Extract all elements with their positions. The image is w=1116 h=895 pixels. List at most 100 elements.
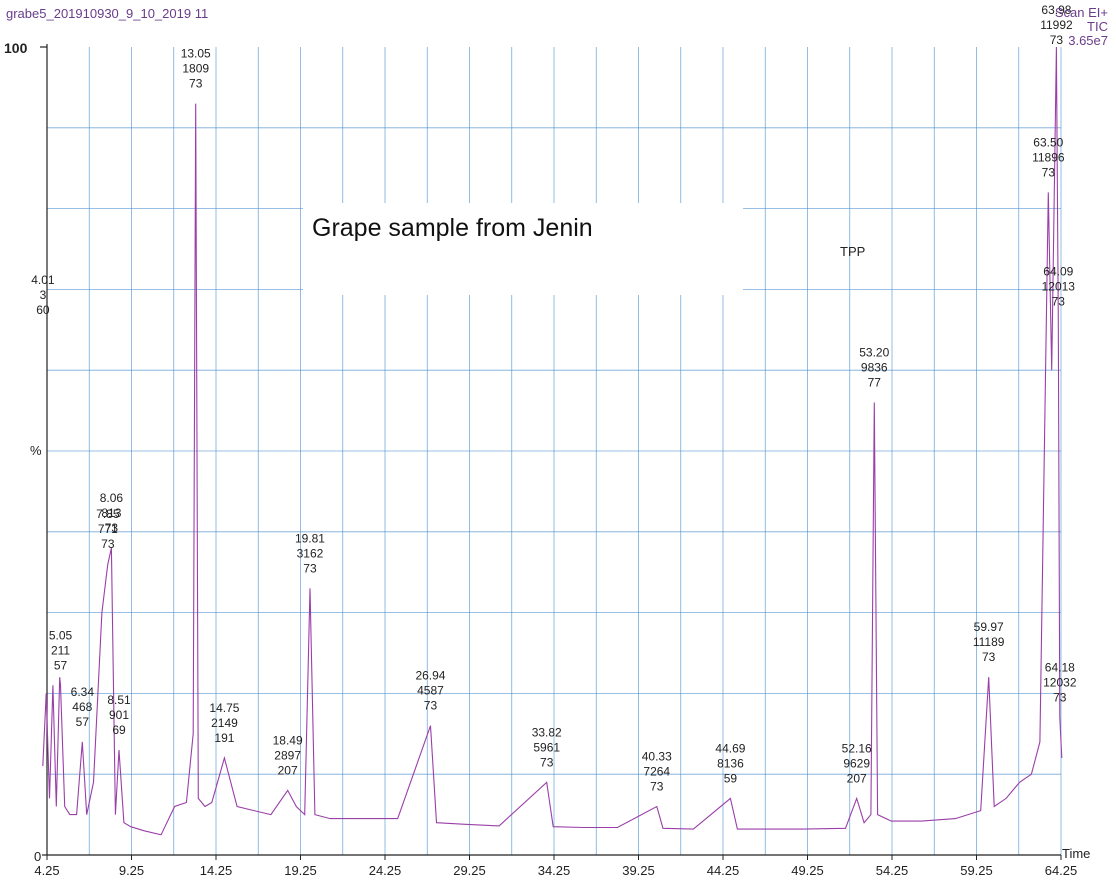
x-tick-label: 49.25 (791, 863, 824, 878)
peak-label-line: 7.85 (96, 507, 120, 521)
scan-intensity: 3.65e7 (1068, 33, 1108, 48)
peak-label-line: 73 (1053, 691, 1067, 705)
peak-label-line: 9836 (861, 361, 888, 375)
peak-label-line: 53.20 (859, 346, 889, 360)
y-tick-0: 0 (34, 849, 42, 864)
peak-label-line: 5.05 (49, 628, 73, 642)
peak-label-line: 73 (1042, 165, 1056, 179)
peak-label-line: 207 (278, 763, 298, 777)
peak-label-line: 19.81 (295, 531, 325, 545)
tpp-label: TPP (840, 244, 866, 259)
note-background (303, 203, 743, 295)
x-tick-labels: 4.25 9.25 14.25 19.25 24.25 29.25 34.25 39.25 44… (34, 855, 1077, 878)
peak-label-line: 191 (214, 731, 234, 745)
peak-label-line: 771 (98, 522, 118, 536)
peak-label-line: 8.06 (100, 491, 124, 505)
x-tick-label: 39.25 (622, 863, 655, 878)
peak-label-line: 40.33 (642, 750, 672, 764)
peak-label-line: 59.97 (974, 620, 1004, 634)
peak-label-line: 18.49 (273, 733, 303, 747)
x-tick-label: 4.25 (34, 863, 59, 878)
y-axis-label: % (30, 443, 42, 458)
peak-label-line: 11992 (1040, 18, 1073, 32)
peak-label-line: 60 (36, 303, 50, 317)
peak-label-line: 73 (650, 780, 664, 794)
peak-label-line: 2897 (274, 748, 301, 762)
peak-label-line: 12032 (1043, 676, 1077, 690)
peak-label-line: 1809 (182, 62, 209, 76)
peak-label-line: 5961 (533, 740, 560, 754)
peak-label-line: 73 (424, 699, 438, 713)
peak-label-line: 468 (72, 700, 92, 714)
peak-label-line: 8.51 (107, 693, 131, 707)
x-tick-label: 29.25 (453, 863, 486, 878)
peak-label-line: 211 (51, 643, 70, 657)
x-tick-label: 9.25 (119, 863, 144, 878)
x-tick-label: 59.25 (960, 863, 993, 878)
peak-label-line: 73 (1052, 295, 1066, 309)
peak-label-line: 901 (109, 708, 129, 722)
peak-label-line: 59 (724, 771, 738, 785)
y-tick-100: 100 (4, 40, 28, 56)
peak-label-line: 73 (189, 77, 203, 91)
scan-info: Scan EI+ TIC 3.65e7 (1055, 6, 1108, 48)
peak-label-line: 11896 (1032, 150, 1065, 164)
peak-label-line: 64.09 (1043, 265, 1073, 279)
x-tick-label: 24.25 (369, 863, 402, 878)
peak-label-line: 63.50 (1033, 135, 1063, 149)
peak-label-line: 207 (847, 771, 867, 785)
peak-label-line: 4587 (417, 684, 444, 698)
peak-label-line: 8136 (717, 756, 744, 770)
peak-label-line: 9629 (843, 756, 870, 770)
scan-type: TIC (1087, 19, 1108, 34)
x-tick-label: 34.25 (538, 863, 571, 878)
x-tick-label: 64.25 (1045, 863, 1078, 878)
peak-labels: 4.013605.05211576.34468577.85771738.0681… (31, 3, 1077, 794)
grid-lines (46, 47, 1062, 855)
peak-label-line: 13.05 (181, 47, 211, 61)
peak-label-line: 73 (101, 537, 115, 551)
peak-label-line: 69 (112, 723, 126, 737)
peak-label-line: 64.18 (1045, 661, 1075, 675)
scan-mode: Scan EI+ (1054, 5, 1108, 20)
peak-label-line: 73 (105, 521, 119, 535)
peak-label-line: 33.82 (532, 725, 562, 739)
peak-label-line: 26.94 (415, 669, 445, 683)
tic-trace (42, 46, 1063, 836)
peak-label-line: 12013 (1042, 280, 1076, 294)
x-tick-label: 44.25 (707, 863, 740, 878)
peak-label-line: 813 (101, 506, 121, 520)
x-tick-label: 19.25 (284, 863, 317, 878)
peak-label-line: 7264 (643, 765, 670, 779)
peak-label-line: 3162 (297, 546, 324, 560)
peak-label-line: 73 (1050, 33, 1064, 47)
peak-label-line: 73 (303, 561, 317, 575)
peak-label-line: 3 (40, 288, 47, 302)
peak-label-line: 6.34 (71, 685, 95, 699)
peak-label-line: 14.75 (209, 701, 239, 715)
peak-label-line: 57 (54, 658, 68, 672)
x-axis-label: Time (1062, 846, 1091, 861)
peak-label-line: 52.16 (842, 741, 872, 755)
peak-label-line: 63.98 (1041, 3, 1071, 17)
